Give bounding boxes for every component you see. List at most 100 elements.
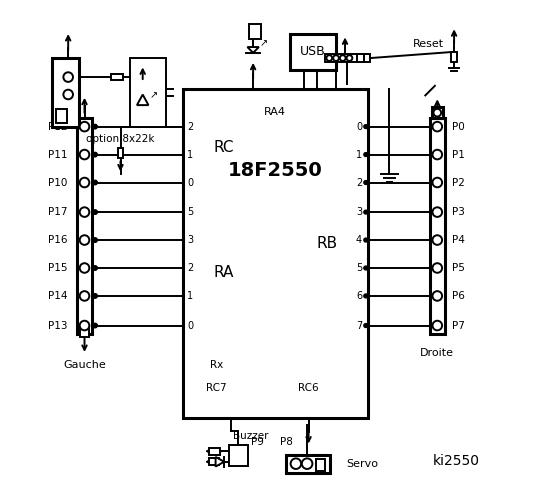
Circle shape	[93, 238, 97, 242]
Text: 2: 2	[356, 178, 362, 188]
Polygon shape	[216, 457, 224, 467]
Circle shape	[432, 178, 442, 187]
Circle shape	[93, 125, 97, 129]
Text: 2: 2	[187, 121, 193, 132]
Bar	[357, 54, 364, 62]
Text: ↗: ↗	[149, 91, 157, 100]
Polygon shape	[137, 95, 148, 105]
Circle shape	[432, 321, 442, 330]
Circle shape	[364, 324, 368, 327]
Bar	[77, 118, 92, 334]
Text: P17: P17	[48, 207, 67, 217]
Circle shape	[434, 109, 441, 117]
Circle shape	[93, 294, 97, 298]
Bar	[56, 109, 67, 123]
Bar	[451, 52, 457, 62]
Circle shape	[80, 235, 89, 245]
Circle shape	[347, 55, 352, 61]
Bar	[432, 108, 442, 118]
Polygon shape	[247, 47, 259, 53]
Circle shape	[80, 291, 89, 301]
Circle shape	[80, 178, 89, 187]
Text: RC6: RC6	[298, 383, 319, 393]
Bar	[53, 58, 79, 127]
Text: P2: P2	[452, 178, 465, 188]
Text: RA4: RA4	[264, 107, 286, 117]
Circle shape	[93, 324, 97, 327]
Text: 3: 3	[187, 235, 193, 245]
Text: 7: 7	[356, 321, 362, 331]
Circle shape	[432, 235, 442, 245]
Circle shape	[93, 180, 97, 184]
Circle shape	[80, 122, 89, 132]
Circle shape	[364, 125, 368, 129]
Bar	[183, 89, 368, 418]
Text: 2: 2	[187, 263, 193, 273]
Text: P10: P10	[48, 178, 67, 188]
Circle shape	[80, 263, 89, 273]
Circle shape	[432, 207, 442, 217]
Circle shape	[432, 263, 442, 273]
Circle shape	[340, 55, 346, 61]
Text: P5: P5	[452, 263, 465, 273]
Bar	[80, 328, 89, 336]
Circle shape	[364, 180, 368, 184]
Text: ki2550: ki2550	[433, 454, 480, 468]
Circle shape	[93, 153, 97, 156]
Circle shape	[432, 291, 442, 301]
Text: 0: 0	[187, 178, 193, 188]
Circle shape	[364, 210, 368, 214]
Bar	[286, 455, 330, 473]
Text: RC: RC	[213, 141, 234, 156]
Circle shape	[64, 72, 73, 82]
Text: 0: 0	[356, 121, 362, 132]
Text: P15: P15	[48, 263, 67, 273]
Text: 5: 5	[356, 263, 362, 273]
Text: USB: USB	[300, 45, 326, 58]
Circle shape	[93, 238, 97, 242]
Circle shape	[80, 321, 89, 330]
Text: 1: 1	[187, 150, 193, 159]
Text: P13: P13	[48, 321, 67, 331]
Text: RC7: RC7	[206, 383, 227, 393]
Text: P7: P7	[452, 321, 465, 331]
Text: RB: RB	[316, 236, 337, 251]
Circle shape	[64, 90, 73, 99]
Text: 4: 4	[356, 235, 362, 245]
Bar	[325, 54, 370, 62]
Text: P1: P1	[452, 150, 465, 159]
Circle shape	[93, 324, 97, 327]
Bar	[249, 24, 261, 39]
Text: P6: P6	[452, 291, 465, 301]
Circle shape	[93, 294, 97, 298]
Bar	[130, 58, 166, 127]
Circle shape	[364, 153, 368, 156]
Text: ↗: ↗	[259, 38, 268, 48]
Bar	[290, 34, 336, 70]
Text: P12: P12	[48, 121, 67, 132]
Circle shape	[364, 238, 368, 242]
Text: P0: P0	[452, 121, 465, 132]
Text: 1: 1	[356, 150, 362, 159]
Circle shape	[93, 210, 97, 214]
Text: 18F2550: 18F2550	[228, 161, 322, 180]
Circle shape	[333, 55, 339, 61]
Text: Droite: Droite	[420, 348, 455, 359]
Circle shape	[93, 153, 97, 156]
Text: P14: P14	[48, 291, 67, 301]
Bar	[111, 74, 123, 81]
Circle shape	[326, 55, 332, 61]
Circle shape	[364, 294, 368, 298]
Circle shape	[80, 207, 89, 217]
Text: 6: 6	[356, 291, 362, 301]
Circle shape	[93, 125, 97, 129]
Text: RA: RA	[213, 265, 234, 280]
Text: Servo: Servo	[346, 459, 378, 468]
Text: option 8x22k: option 8x22k	[86, 134, 155, 144]
Bar	[118, 148, 123, 158]
Circle shape	[93, 266, 97, 270]
Circle shape	[432, 150, 442, 159]
Text: Rx: Rx	[210, 360, 223, 370]
Circle shape	[432, 122, 442, 132]
Text: Buzzer: Buzzer	[233, 431, 269, 441]
